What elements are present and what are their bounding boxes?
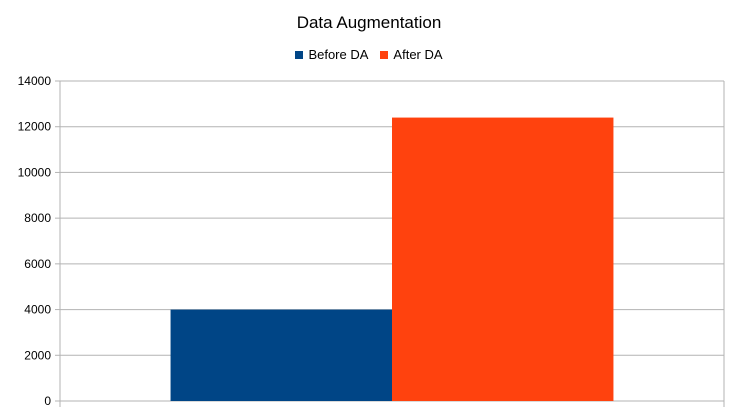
legend-item-before-da: Before DA [295, 47, 368, 62]
y-tick-label: 0 [44, 394, 51, 408]
bar-after-da [392, 117, 614, 402]
y-tick-label: 4000 [24, 303, 51, 317]
legend-swatch-before-da [295, 50, 304, 59]
legend-label-after-da: After DA [393, 47, 443, 62]
y-tick-label: 14000 [18, 74, 52, 88]
chart-title: Data Augmentation [296, 13, 442, 32]
y-tick-label: 2000 [24, 348, 51, 362]
y-tick-label: 10000 [18, 165, 52, 179]
bar-before-da [170, 309, 392, 401]
y-tick-label: 12000 [18, 120, 52, 134]
y-tick-label: 8000 [24, 211, 51, 225]
legend-item-after-da: After DA [380, 47, 443, 62]
legend: Before DA After DA [0, 47, 738, 62]
legend-label-before-da: Before DA [308, 47, 369, 62]
y-tick-label: 6000 [24, 257, 51, 271]
legend-swatch-after-da [380, 50, 389, 59]
